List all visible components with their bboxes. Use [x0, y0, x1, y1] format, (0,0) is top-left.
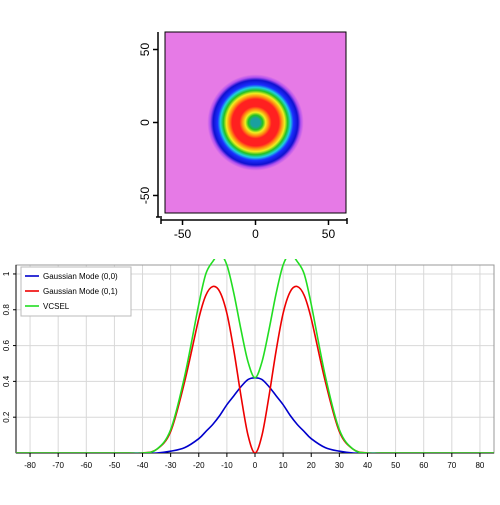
y-tick-label: 0.2	[2, 411, 11, 423]
legend-label: Gaussian Mode (0,1)	[43, 287, 118, 296]
x-tick-label: 20	[307, 461, 316, 470]
heatmap-y-tick-label: -50	[138, 186, 152, 204]
x-tick-label: -50	[109, 461, 121, 470]
x-tick-label: 70	[447, 461, 456, 470]
y-tick-label: 1	[2, 271, 11, 276]
heatmap-x-tick-label: 0	[252, 227, 259, 241]
x-tick-label: -70	[52, 461, 64, 470]
line-chart: -80 -70 -60 -50 -40 -30 -20 -10 0 10 20 30 40 50 60 70 8…	[2, 259, 495, 470]
x-tick-label: 40	[363, 461, 372, 470]
heatmap-y-tick-label: 0	[138, 119, 152, 126]
legend-box	[20, 266, 132, 317]
x-tick-label: -30	[165, 461, 177, 470]
legend-label: Gaussian Mode (0,0)	[43, 272, 118, 281]
series-line-2	[16, 259, 494, 453]
heatmap-rings	[207, 74, 304, 171]
x-tick-label: 0	[253, 461, 258, 470]
y-tick-label: 0.8	[2, 304, 11, 316]
x-tick-label: -20	[193, 461, 205, 470]
heatmap-x-tick-label: 50	[322, 227, 336, 241]
heatmap-y-tick-label: 50	[138, 43, 152, 57]
heatmap-frame	[164, 31, 347, 214]
x-tick-label: -60	[81, 461, 93, 470]
legend-label: VCSEL	[43, 302, 70, 311]
x-tick-label: 60	[419, 461, 428, 470]
heatmap-chart: -50 0 50 50 0 -50	[138, 31, 348, 241]
x-tick-label: 30	[335, 461, 344, 470]
heatmap-x-tick-label: -50	[174, 227, 192, 241]
x-tick-label: -40	[137, 461, 149, 470]
x-tick-label: 10	[279, 461, 288, 470]
x-tick-label: -10	[221, 461, 233, 470]
y-tick-label: 0.4	[2, 375, 11, 387]
x-tick-label: 80	[475, 461, 484, 470]
x-tick-label: -80	[24, 461, 36, 470]
x-tick-label: 50	[391, 461, 400, 470]
y-tick-label: 0.6	[2, 339, 11, 351]
